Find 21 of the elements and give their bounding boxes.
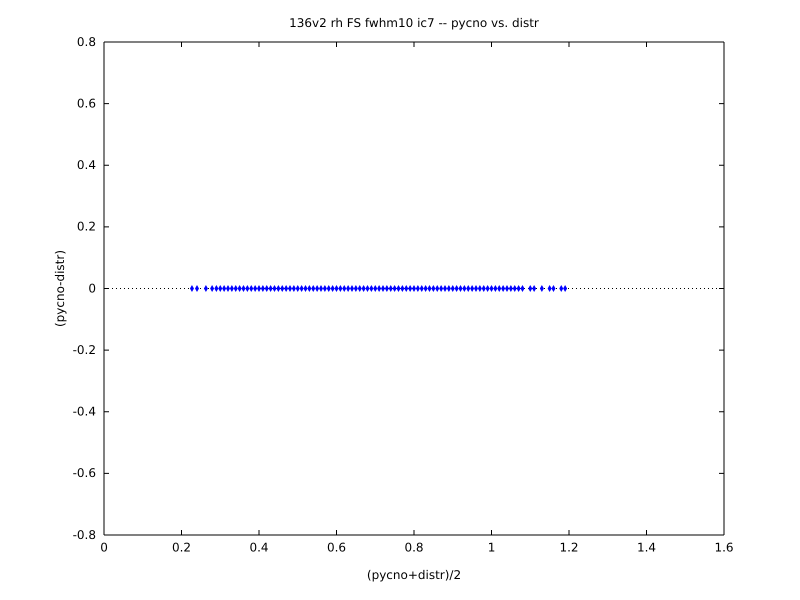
y-tick-label: 0.6 (76, 96, 96, 110)
y-tick-label: -0.2 (72, 342, 96, 357)
y-tick-label: 0.2 (76, 220, 96, 234)
y-tick-label: 0 (88, 281, 96, 296)
x-axis-title: (pycno+distr)/2 (366, 568, 462, 582)
x-tick-label: 0 (100, 540, 108, 555)
x-tick-label: 1.4 (636, 540, 656, 555)
x-tick-label: 0.8 (404, 540, 424, 555)
y-tick-label: -0.6 (72, 466, 96, 480)
chart-title: 136v2 rh FS fwhm10 ic7 -- pycno vs. distr (289, 16, 539, 30)
y-tick-label: -0.8 (72, 528, 96, 542)
x-tick-label: 1 (488, 540, 496, 555)
y-axis-title: (pycno-distr) (53, 250, 67, 328)
x-tick-label: 0.4 (249, 540, 269, 555)
x-tick-label: 1.6 (714, 540, 734, 555)
x-tick-label: 0.2 (172, 540, 192, 555)
x-tick-label: 0.6 (326, 540, 346, 555)
y-tick-label: 0.4 (76, 158, 96, 172)
y-tick-label: 0.8 (76, 34, 96, 49)
y-tick-label: -0.4 (72, 404, 96, 419)
x-tick-label: 1.2 (559, 540, 579, 555)
